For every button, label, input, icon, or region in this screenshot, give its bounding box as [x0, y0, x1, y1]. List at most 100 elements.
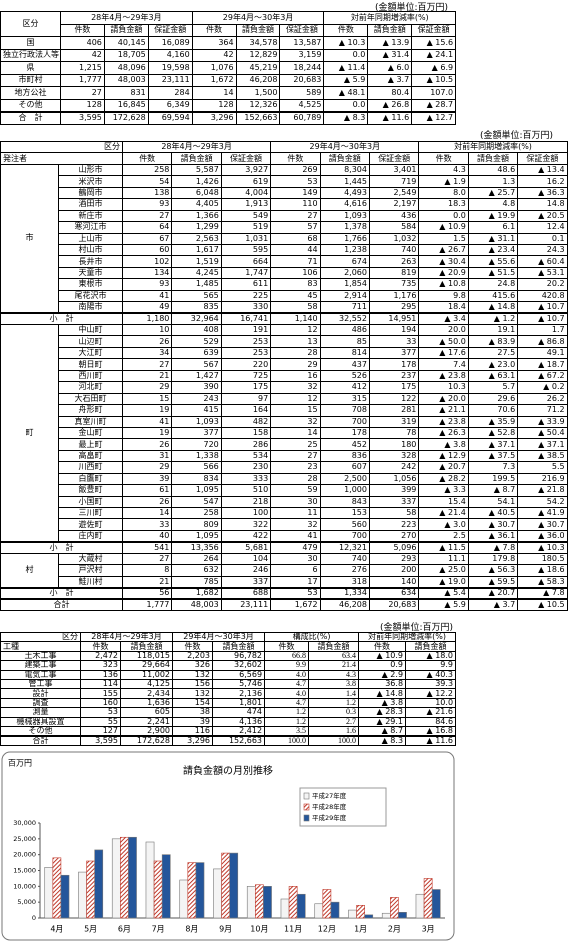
cell: 482	[220, 415, 272, 428]
cell: 110	[270, 198, 321, 211]
cell: 27	[121, 358, 173, 371]
cell: 1,672	[270, 597, 321, 611]
cell: 19	[121, 426, 173, 440]
cell: 1.2	[264, 707, 310, 718]
cell: 1,766	[319, 232, 370, 245]
cell: 566	[171, 461, 222, 474]
cell: ▲ 10.5	[411, 73, 457, 87]
bar	[415, 893, 425, 919]
corner: 発注者	[0, 152, 123, 165]
row-label: 鶴岡市	[58, 186, 123, 200]
x-tick-label: 8月	[185, 925, 198, 934]
cell: 29.6	[467, 392, 519, 406]
cell: ▲ 25.0	[418, 564, 469, 577]
column-header: 請負金額	[405, 641, 457, 652]
row-label: 調査	[0, 697, 81, 709]
cell: 156	[172, 678, 214, 690]
row: 戸沢村 8 632 246 6 276 200 ▲ 25.0 ▲ 56.3 ▲ 18.6	[1, 564, 568, 577]
cell: 71.2	[517, 404, 568, 417]
cell: 276	[319, 564, 370, 577]
cell: 1,076	[191, 61, 237, 75]
bar	[52, 857, 62, 919]
row: 電気工事 136 11,002 132 6,569 4.0 4.3 ▲ 2.9 ▲ 40.3	[0, 669, 457, 680]
cell: 27	[121, 552, 173, 566]
cell: 565	[171, 289, 222, 303]
cell: 60	[121, 243, 173, 257]
cell: 1.7	[517, 323, 568, 337]
row-label: 天童市	[58, 266, 123, 280]
cell: 20,683	[279, 73, 325, 87]
x-tick-label: 9月	[219, 925, 232, 934]
cell: 437	[319, 358, 370, 371]
row: 山辺町 26 529 253 13 85 33 ▲ 50.0 ▲ 83.9 ▲ 86.8	[1, 335, 568, 348]
cell: 1,485	[171, 278, 222, 291]
cell: ▲ 8.7	[467, 484, 519, 497]
cell: 1.6	[308, 725, 360, 737]
row-label: 河北町	[58, 381, 123, 394]
cell: 20,683	[368, 597, 420, 611]
cell: 2,914	[319, 289, 370, 303]
cell: 422	[220, 529, 272, 543]
cell: 328	[368, 449, 420, 463]
cell: 54.2	[517, 495, 568, 509]
cell: 154	[172, 697, 214, 709]
cell: 30	[270, 552, 321, 566]
cell: 263	[368, 255, 420, 268]
cell: ▲ 12.2	[405, 688, 457, 699]
row: 尾花沢市 41 565 225 45 2,914 1,176 9.8 415.6 420.8	[1, 289, 568, 303]
cell: ▲ 21.6	[405, 707, 457, 718]
cell: 14	[270, 426, 321, 440]
cell: 114	[80, 678, 121, 690]
cell: 337	[368, 495, 420, 509]
column-header: 請負金額	[235, 23, 281, 37]
cell: 30	[270, 495, 321, 509]
cell: 474	[212, 707, 266, 718]
cell: 281	[368, 404, 420, 417]
cell: 541	[121, 540, 173, 554]
row-label: 上山市	[58, 232, 123, 245]
cell: 0.3	[308, 707, 360, 718]
row-label: 大石田町	[58, 392, 123, 406]
cell: 4,004	[220, 186, 272, 200]
cell: ▲ 59.5	[467, 575, 519, 589]
cell: 1,366	[171, 209, 222, 223]
total-row: 合計 1,777 48,003 23,111 1,672 46,208 20,683 ▲ 5.…	[0, 597, 568, 611]
cell: ▲ 21.8	[517, 484, 568, 497]
cell: 38	[172, 707, 214, 718]
column-header: 件数	[358, 641, 407, 652]
row: 鶴岡市 138 6,048 4,004 149 4,493 2,549 8.0 ▲ 25.7 ▲ …	[1, 186, 568, 200]
cell: 664	[220, 255, 272, 268]
cell: ▲ 36.0	[517, 529, 568, 543]
cell: 158	[220, 426, 272, 440]
cell: ▲ 5.4	[418, 586, 469, 600]
row: 飯豊町 61 1,095 510 59 1,000 399 ▲ 3.3 ▲ 8.7 ▲ 21.8	[1, 484, 568, 497]
cell: 19	[121, 404, 173, 417]
cell: 153	[319, 506, 370, 520]
cell: ▲ 26.3	[418, 426, 469, 440]
cell: 333	[220, 472, 272, 486]
row: 町中山町 10 408 191 12 486 194 20.0 19.1 1.7	[0, 323, 568, 543]
cell: 1.2	[308, 697, 360, 709]
bar	[120, 836, 129, 919]
cell: 19,598	[147, 61, 193, 75]
cell: ▲ 37.1	[467, 438, 519, 451]
y-tick-label: 20,000	[13, 851, 36, 859]
cell: ▲ 17.6	[418, 346, 469, 360]
row: 設計 155 2,434 132 2,136 4.0 1.4 ▲ 14.8 ▲ 12.2	[0, 688, 457, 699]
cell: ▲ 83.9	[467, 335, 519, 348]
cell: 4,525	[279, 98, 325, 112]
cell: ▲ 20.5	[517, 209, 568, 223]
row-label: 大蔵村	[58, 552, 123, 566]
cell: 4,245	[171, 266, 222, 280]
cell: 54	[121, 175, 173, 188]
cell: ▲ 10.8	[418, 278, 469, 291]
cell: ▲ 18.0	[405, 650, 457, 662]
cell: ▲ 31.4	[367, 48, 413, 62]
cell: 740	[368, 243, 420, 257]
cell: 293	[368, 552, 420, 566]
bar	[296, 893, 306, 919]
cell: 178	[368, 358, 420, 371]
row-label: 市町村	[0, 73, 61, 87]
cell: 632	[171, 564, 222, 577]
row-label: 中山町	[58, 323, 123, 337]
